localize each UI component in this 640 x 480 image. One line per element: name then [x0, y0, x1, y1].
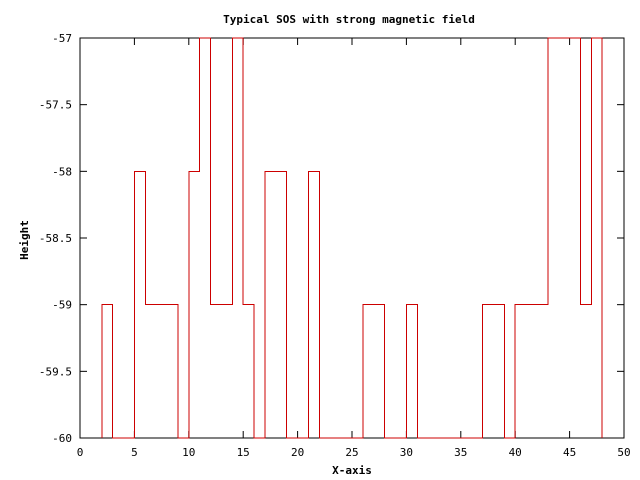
series-step-line [101, 37, 603, 439]
plot-area-frame [79, 37, 625, 439]
x-tick-label: 35 [454, 446, 467, 459]
x-tick-label: 40 [509, 446, 522, 459]
x-tick-label: 50 [617, 446, 630, 459]
y-tick-label: -58.5 [39, 232, 72, 245]
x-axis-label: X-axis [332, 464, 372, 477]
x-tick-label: 30 [400, 446, 413, 459]
y-tick-label: -60 [52, 432, 72, 445]
x-tick-label: 0 [77, 446, 84, 459]
x-tick-label: 25 [345, 446, 358, 459]
y-tick-label: -58 [52, 165, 72, 178]
x-tick-label: 10 [182, 446, 195, 459]
y-axis-label: Height [18, 220, 31, 260]
x-tick-label: 20 [291, 446, 304, 459]
axis-ticks [79, 37, 625, 439]
x-tick-label: 45 [563, 446, 576, 459]
y-tick-label: -59.5 [39, 365, 72, 378]
chart-title: Typical SOS with strong magnetic field [223, 13, 475, 26]
y-tick-label: -57 [52, 32, 72, 45]
y-tick-label: -59 [52, 299, 72, 312]
x-tick-label: 15 [237, 446, 250, 459]
x-tick-label: 5 [131, 446, 138, 459]
series-layer [101, 37, 603, 439]
axis-tick-labels: 0 5 10 15 20 25 30 35 40 45 50 -60 -59.5 -59 -58.5 -58 -… [39, 32, 631, 459]
y-tick-label: -57.5 [39, 99, 72, 112]
